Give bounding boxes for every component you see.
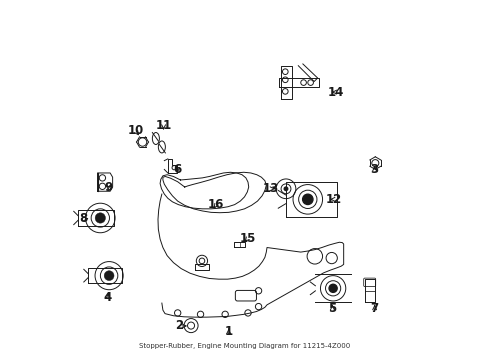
Text: 4: 4 <box>104 291 112 304</box>
Text: 7: 7 <box>370 302 378 315</box>
Text: 1: 1 <box>224 325 232 338</box>
Circle shape <box>328 284 337 292</box>
Text: 2: 2 <box>175 319 183 332</box>
Text: 3: 3 <box>370 163 378 176</box>
Text: 11: 11 <box>155 119 171 132</box>
Text: 9: 9 <box>104 180 112 194</box>
Text: 13: 13 <box>262 182 279 195</box>
Text: Stopper-Rubber, Engine Mounting Diagram for 11215-4Z000: Stopper-Rubber, Engine Mounting Diagram … <box>139 343 349 349</box>
Text: 8: 8 <box>79 212 87 225</box>
Text: 12: 12 <box>325 193 342 206</box>
Text: 14: 14 <box>327 86 344 99</box>
Text: 15: 15 <box>239 231 256 244</box>
Circle shape <box>302 194 312 204</box>
Text: 10: 10 <box>127 124 143 137</box>
Text: 5: 5 <box>327 302 336 315</box>
Circle shape <box>104 271 114 280</box>
Text: 16: 16 <box>208 198 224 211</box>
Circle shape <box>95 213 105 223</box>
Text: 6: 6 <box>173 163 182 176</box>
Circle shape <box>283 186 288 191</box>
